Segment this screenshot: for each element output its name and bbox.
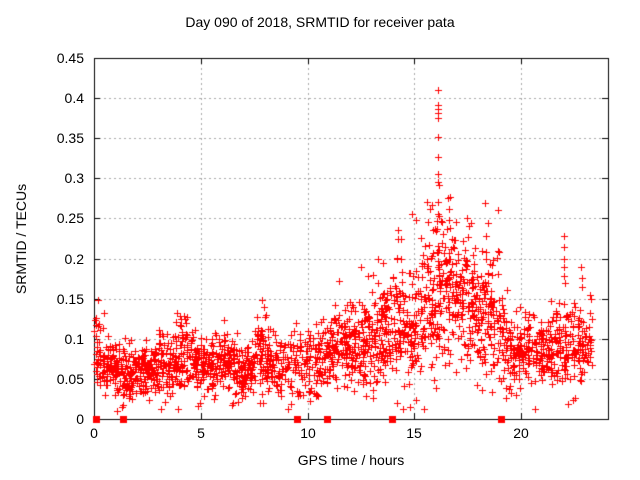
- y-tick-label: 0.45: [56, 50, 84, 66]
- y-tick-label: 0.25: [56, 210, 84, 226]
- x-tick-label: 15: [406, 425, 422, 441]
- x-tick-label: 0: [90, 425, 98, 441]
- y-tick-label: 0.15: [56, 291, 84, 307]
- y-tick-label: 0.3: [64, 170, 84, 186]
- y-tick-label: 0.2: [64, 251, 84, 267]
- chart-title: Day 090 of 2018, SRMTID for receiver pat…: [185, 14, 455, 30]
- y-tick-label: 0: [76, 411, 84, 427]
- x-tick-label: 10: [300, 425, 316, 441]
- x-tick-label: 5: [197, 425, 205, 441]
- y-tick-label: 0.05: [56, 371, 84, 387]
- x-tick-label: 20: [513, 425, 529, 441]
- y-tick-label: 0.1: [64, 331, 84, 347]
- y-tick-label: 0.4: [64, 90, 84, 106]
- y-tick-label: 0.35: [56, 130, 84, 146]
- x-axis-label: GPS time / hours: [297, 452, 405, 468]
